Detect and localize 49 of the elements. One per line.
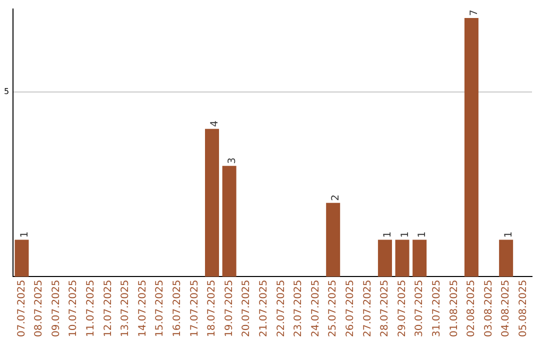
x-tick-label: 27.07.2025 (362, 280, 374, 338)
x-tick-label: 24.07.2025 (310, 280, 322, 338)
x-tick-label: 26.07.2025 (344, 280, 356, 338)
x-tick-label: 30.07.2025 (414, 280, 426, 338)
x-tick-label: 08.07.2025 (34, 280, 45, 338)
data-label: 7 (469, 10, 480, 16)
x-tick-label: 04.08.2025 (500, 280, 512, 338)
bar (464, 18, 478, 277)
bar (499, 240, 514, 277)
x-tick-label: 14.07.2025 (137, 280, 148, 338)
x-tick-label: 02.08.2025 (466, 280, 478, 338)
x-tick-label: 23.07.2025 (293, 280, 304, 338)
data-label: 4 (210, 120, 221, 127)
x-tick-label: 09.07.2025 (50, 280, 62, 338)
x-tick-label: 13.07.2025 (120, 280, 132, 338)
x-tick-label: 20.07.2025 (241, 280, 252, 338)
x-tick-label: 10.07.2025 (68, 280, 80, 338)
x-tick-label: 21.07.2025 (258, 280, 270, 338)
x-tick-label: 19.07.2025 (224, 280, 235, 338)
x-tick-label: 22.07.2025 (276, 280, 287, 338)
x-tick-label: 11.07.2025 (86, 280, 97, 338)
data-label: 1 (19, 231, 30, 238)
bar (222, 166, 236, 277)
y-tick-label: 5 (4, 87, 10, 96)
data-label: 1 (504, 231, 515, 238)
x-tick-label: 17.07.2025 (189, 280, 200, 338)
data-label: 3 (226, 157, 238, 164)
x-tick-label: 28.07.2025 (380, 280, 391, 338)
data-label: 2 (330, 194, 342, 201)
x-tick-label: 07.07.2025 (16, 280, 28, 338)
data-label: 1 (400, 231, 411, 238)
bar (395, 240, 410, 277)
bar (14, 240, 29, 277)
x-tick-label: 29.07.2025 (396, 280, 408, 338)
x-tick-label: 25.07.2025 (328, 280, 339, 338)
bar (378, 240, 392, 277)
x-tick-label: 01.08.2025 (448, 280, 460, 338)
x-tick-label: 15.07.2025 (154, 280, 166, 338)
bar (326, 202, 340, 277)
x-tick-label: 12.07.2025 (102, 280, 114, 338)
x-tick-label: 05.08.2025 (518, 280, 529, 338)
x-tick-label: 31.07.2025 (431, 280, 442, 338)
data-label: 1 (382, 231, 394, 238)
x-tick-label: 16.07.2025 (172, 280, 184, 338)
x-tick-label: 18.07.2025 (206, 280, 218, 338)
bar (205, 128, 220, 277)
data-label: 1 (417, 231, 428, 238)
bar (412, 240, 427, 277)
x-tick-label: 03.08.2025 (483, 280, 494, 338)
